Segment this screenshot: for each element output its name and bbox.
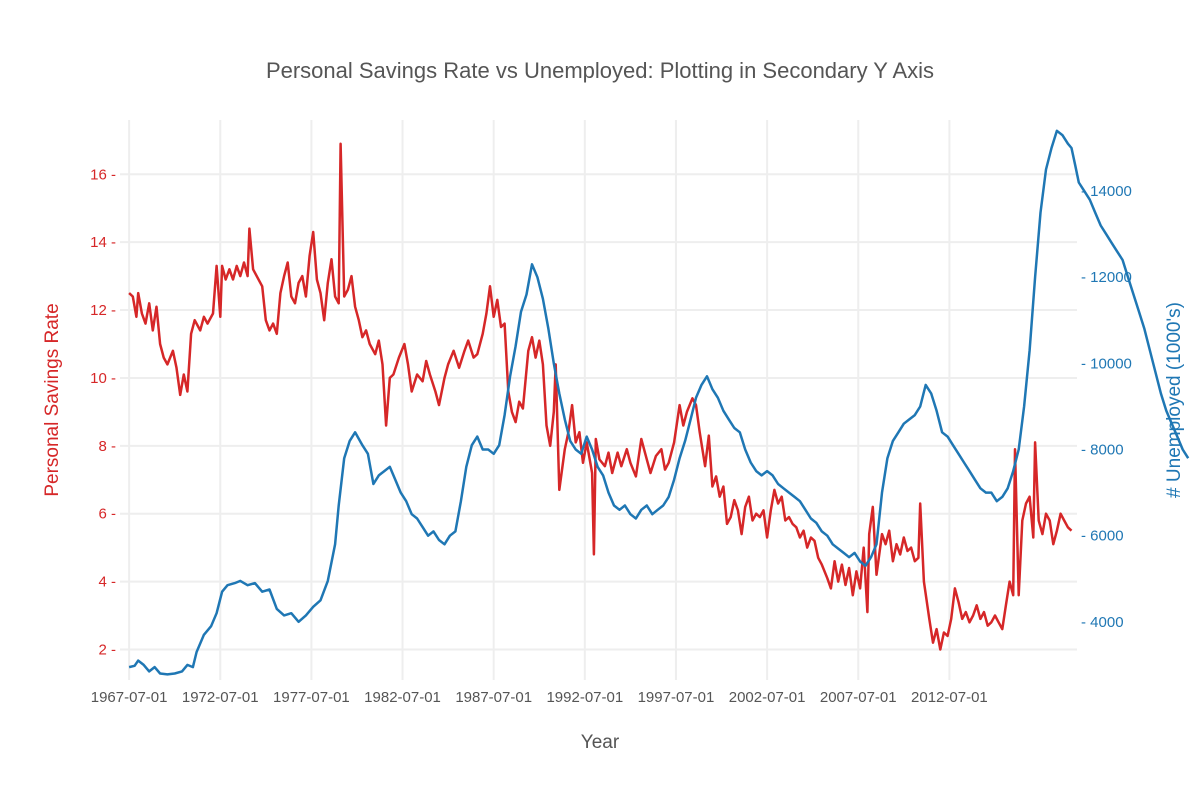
left-y-tick-label: 14 - xyxy=(90,234,116,251)
x-tick-label: 1987-07-01 xyxy=(455,689,532,706)
left-y-tick-label: 8 - xyxy=(98,438,116,455)
left-y-tick-label: 4 - xyxy=(98,574,116,591)
x-tick-label: 1997-07-01 xyxy=(638,689,715,706)
left-y-tick-label: 2 - xyxy=(98,641,116,658)
x-tick-label: 2012-07-01 xyxy=(911,689,988,706)
x-tick-label: 2002-07-01 xyxy=(729,689,806,706)
savings-rate-line xyxy=(128,142,1073,651)
x-tick-label: 1992-07-01 xyxy=(546,689,623,706)
x-tick-label: 1982-07-01 xyxy=(364,689,441,706)
chart-title: Personal Savings Rate vs Unemployed: Plo… xyxy=(266,58,934,83)
left-y-axis-title: Personal Savings Rate xyxy=(42,303,63,496)
x-axis: 1967-07-01 1972-07-01 1977-07-01 1982-07-01… xyxy=(91,689,988,706)
left-y-axis: 2 - 4 - 6 - 8 - 10 - 12 - 14 - 16 - xyxy=(90,166,116,658)
grid-layer xyxy=(120,120,1077,680)
x-tick-label: 1972-07-01 xyxy=(182,689,259,706)
x-tick-label: 1967-07-01 xyxy=(91,689,168,706)
plot-layer xyxy=(128,129,1190,676)
right-y-tick-label: - 6000 xyxy=(1081,528,1124,545)
right-y-tick-label: - 4000 xyxy=(1081,614,1124,631)
left-y-tick-label: 12 - xyxy=(90,302,116,319)
x-axis-title: Year xyxy=(581,732,620,753)
unemployed-line xyxy=(128,129,1190,676)
left-y-tick-label: 10 - xyxy=(90,370,116,387)
left-y-tick-label: 16 - xyxy=(90,166,116,183)
x-tick-label: 1977-07-01 xyxy=(273,689,350,706)
right-y-axis: - 4000 - 6000 - 8000 - 10000 - 12000 - 14000 xyxy=(1081,183,1132,631)
x-tick-label: 2007-07-01 xyxy=(820,689,897,706)
right-y-tick-label: - 10000 xyxy=(1081,355,1132,372)
left-y-tick-label: 6 - xyxy=(98,506,116,523)
right-y-tick-label: - 12000 xyxy=(1081,269,1132,286)
right-y-tick-label: - 8000 xyxy=(1081,442,1124,459)
right-y-axis-title: # Unemployed (1000's) xyxy=(1164,302,1185,498)
right-y-tick-label: - 14000 xyxy=(1081,183,1132,200)
